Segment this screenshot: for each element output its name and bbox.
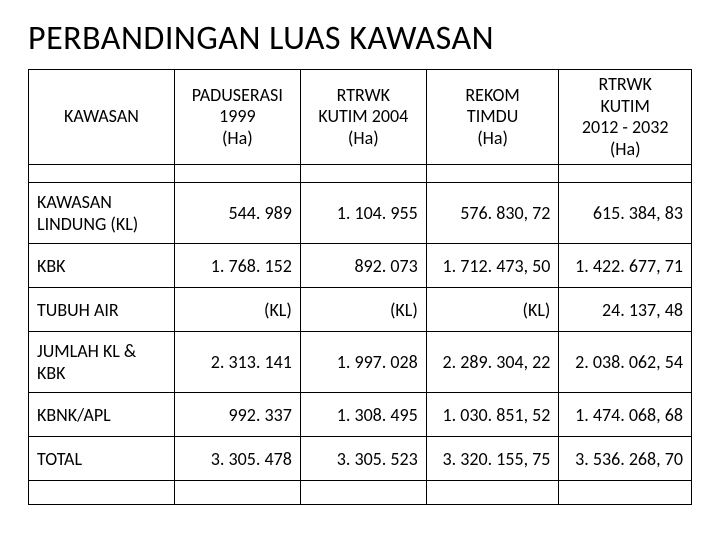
cell: (KL) bbox=[426, 288, 559, 332]
cell: (KL) bbox=[300, 288, 426, 332]
col-header-paduserasi: PADUSERASI1999(Ha) bbox=[174, 70, 300, 165]
row-label: TUBUH AIR bbox=[29, 288, 175, 332]
table-row: TOTAL 3. 305. 478 3. 305. 523 3. 320. 15… bbox=[29, 437, 692, 481]
row-label: KBNK/APL bbox=[29, 393, 175, 437]
cell: 3. 320. 155, 75 bbox=[426, 437, 559, 481]
col-header-rekom: REKOMTIMDU(Ha) bbox=[426, 70, 559, 165]
cell: 615. 384, 83 bbox=[559, 183, 692, 244]
cell: 1. 712. 473, 50 bbox=[426, 244, 559, 288]
comparison-table: KAWASAN PADUSERASI1999(Ha) RTRWKKUTIM 20… bbox=[28, 69, 692, 505]
table-body: KAWASAN LINDUNG (KL) 544. 989 1. 104. 95… bbox=[29, 165, 692, 505]
cell: 1. 104. 955 bbox=[300, 183, 426, 244]
table-row: KBNK/APL 992. 337 1. 308. 495 1. 030. 85… bbox=[29, 393, 692, 437]
cell: 576. 830, 72 bbox=[426, 183, 559, 244]
table-header-row: KAWASAN PADUSERASI1999(Ha) RTRWKKUTIM 20… bbox=[29, 70, 692, 165]
cell: 3. 305. 523 bbox=[300, 437, 426, 481]
cell: 1. 422. 677, 71 bbox=[559, 244, 692, 288]
cell: 3. 305. 478 bbox=[174, 437, 300, 481]
cell: 1. 030. 851, 52 bbox=[426, 393, 559, 437]
row-label: TOTAL bbox=[29, 437, 175, 481]
table-row: KAWASAN LINDUNG (KL) 544. 989 1. 104. 95… bbox=[29, 183, 692, 244]
col-header-rtrwk-2004: RTRWKKUTIM 2004(Ha) bbox=[300, 70, 426, 165]
cell: 24. 137, 48 bbox=[559, 288, 692, 332]
table-row: JUMLAH KL & KBK 2. 313. 141 1. 997. 028 … bbox=[29, 332, 692, 393]
cell: 1. 308. 495 bbox=[300, 393, 426, 437]
spacer-row bbox=[29, 481, 692, 505]
slide: PERBANDINGAN LUAS KAWASAN KAWASAN PADUSE… bbox=[0, 0, 720, 540]
cell: 1. 474. 068, 68 bbox=[559, 393, 692, 437]
cell: 2. 289. 304, 22 bbox=[426, 332, 559, 393]
row-label: KAWASAN LINDUNG (KL) bbox=[29, 183, 175, 244]
row-label: KBK bbox=[29, 244, 175, 288]
cell: 544. 989 bbox=[174, 183, 300, 244]
cell: 2. 313. 141 bbox=[174, 332, 300, 393]
cell: 892. 073 bbox=[300, 244, 426, 288]
cell: 992. 337 bbox=[174, 393, 300, 437]
cell: 3. 536. 268, 70 bbox=[559, 437, 692, 481]
cell: 2. 038. 062, 54 bbox=[559, 332, 692, 393]
col-header-rtrwk-2012: RTRWKKUTIM2012 - 2032(Ha) bbox=[559, 70, 692, 165]
row-label: JUMLAH KL & KBK bbox=[29, 332, 175, 393]
table-row: TUBUH AIR (KL) (KL) (KL) 24. 137, 48 bbox=[29, 288, 692, 332]
cell: (KL) bbox=[174, 288, 300, 332]
table-row: KBK 1. 768. 152 892. 073 1. 712. 473, 50… bbox=[29, 244, 692, 288]
spacer-row bbox=[29, 165, 692, 183]
cell: 1. 997. 028 bbox=[300, 332, 426, 393]
col-header-kawasan: KAWASAN bbox=[29, 70, 175, 165]
cell: 1. 768. 152 bbox=[174, 244, 300, 288]
page-title: PERBANDINGAN LUAS KAWASAN bbox=[28, 18, 692, 59]
